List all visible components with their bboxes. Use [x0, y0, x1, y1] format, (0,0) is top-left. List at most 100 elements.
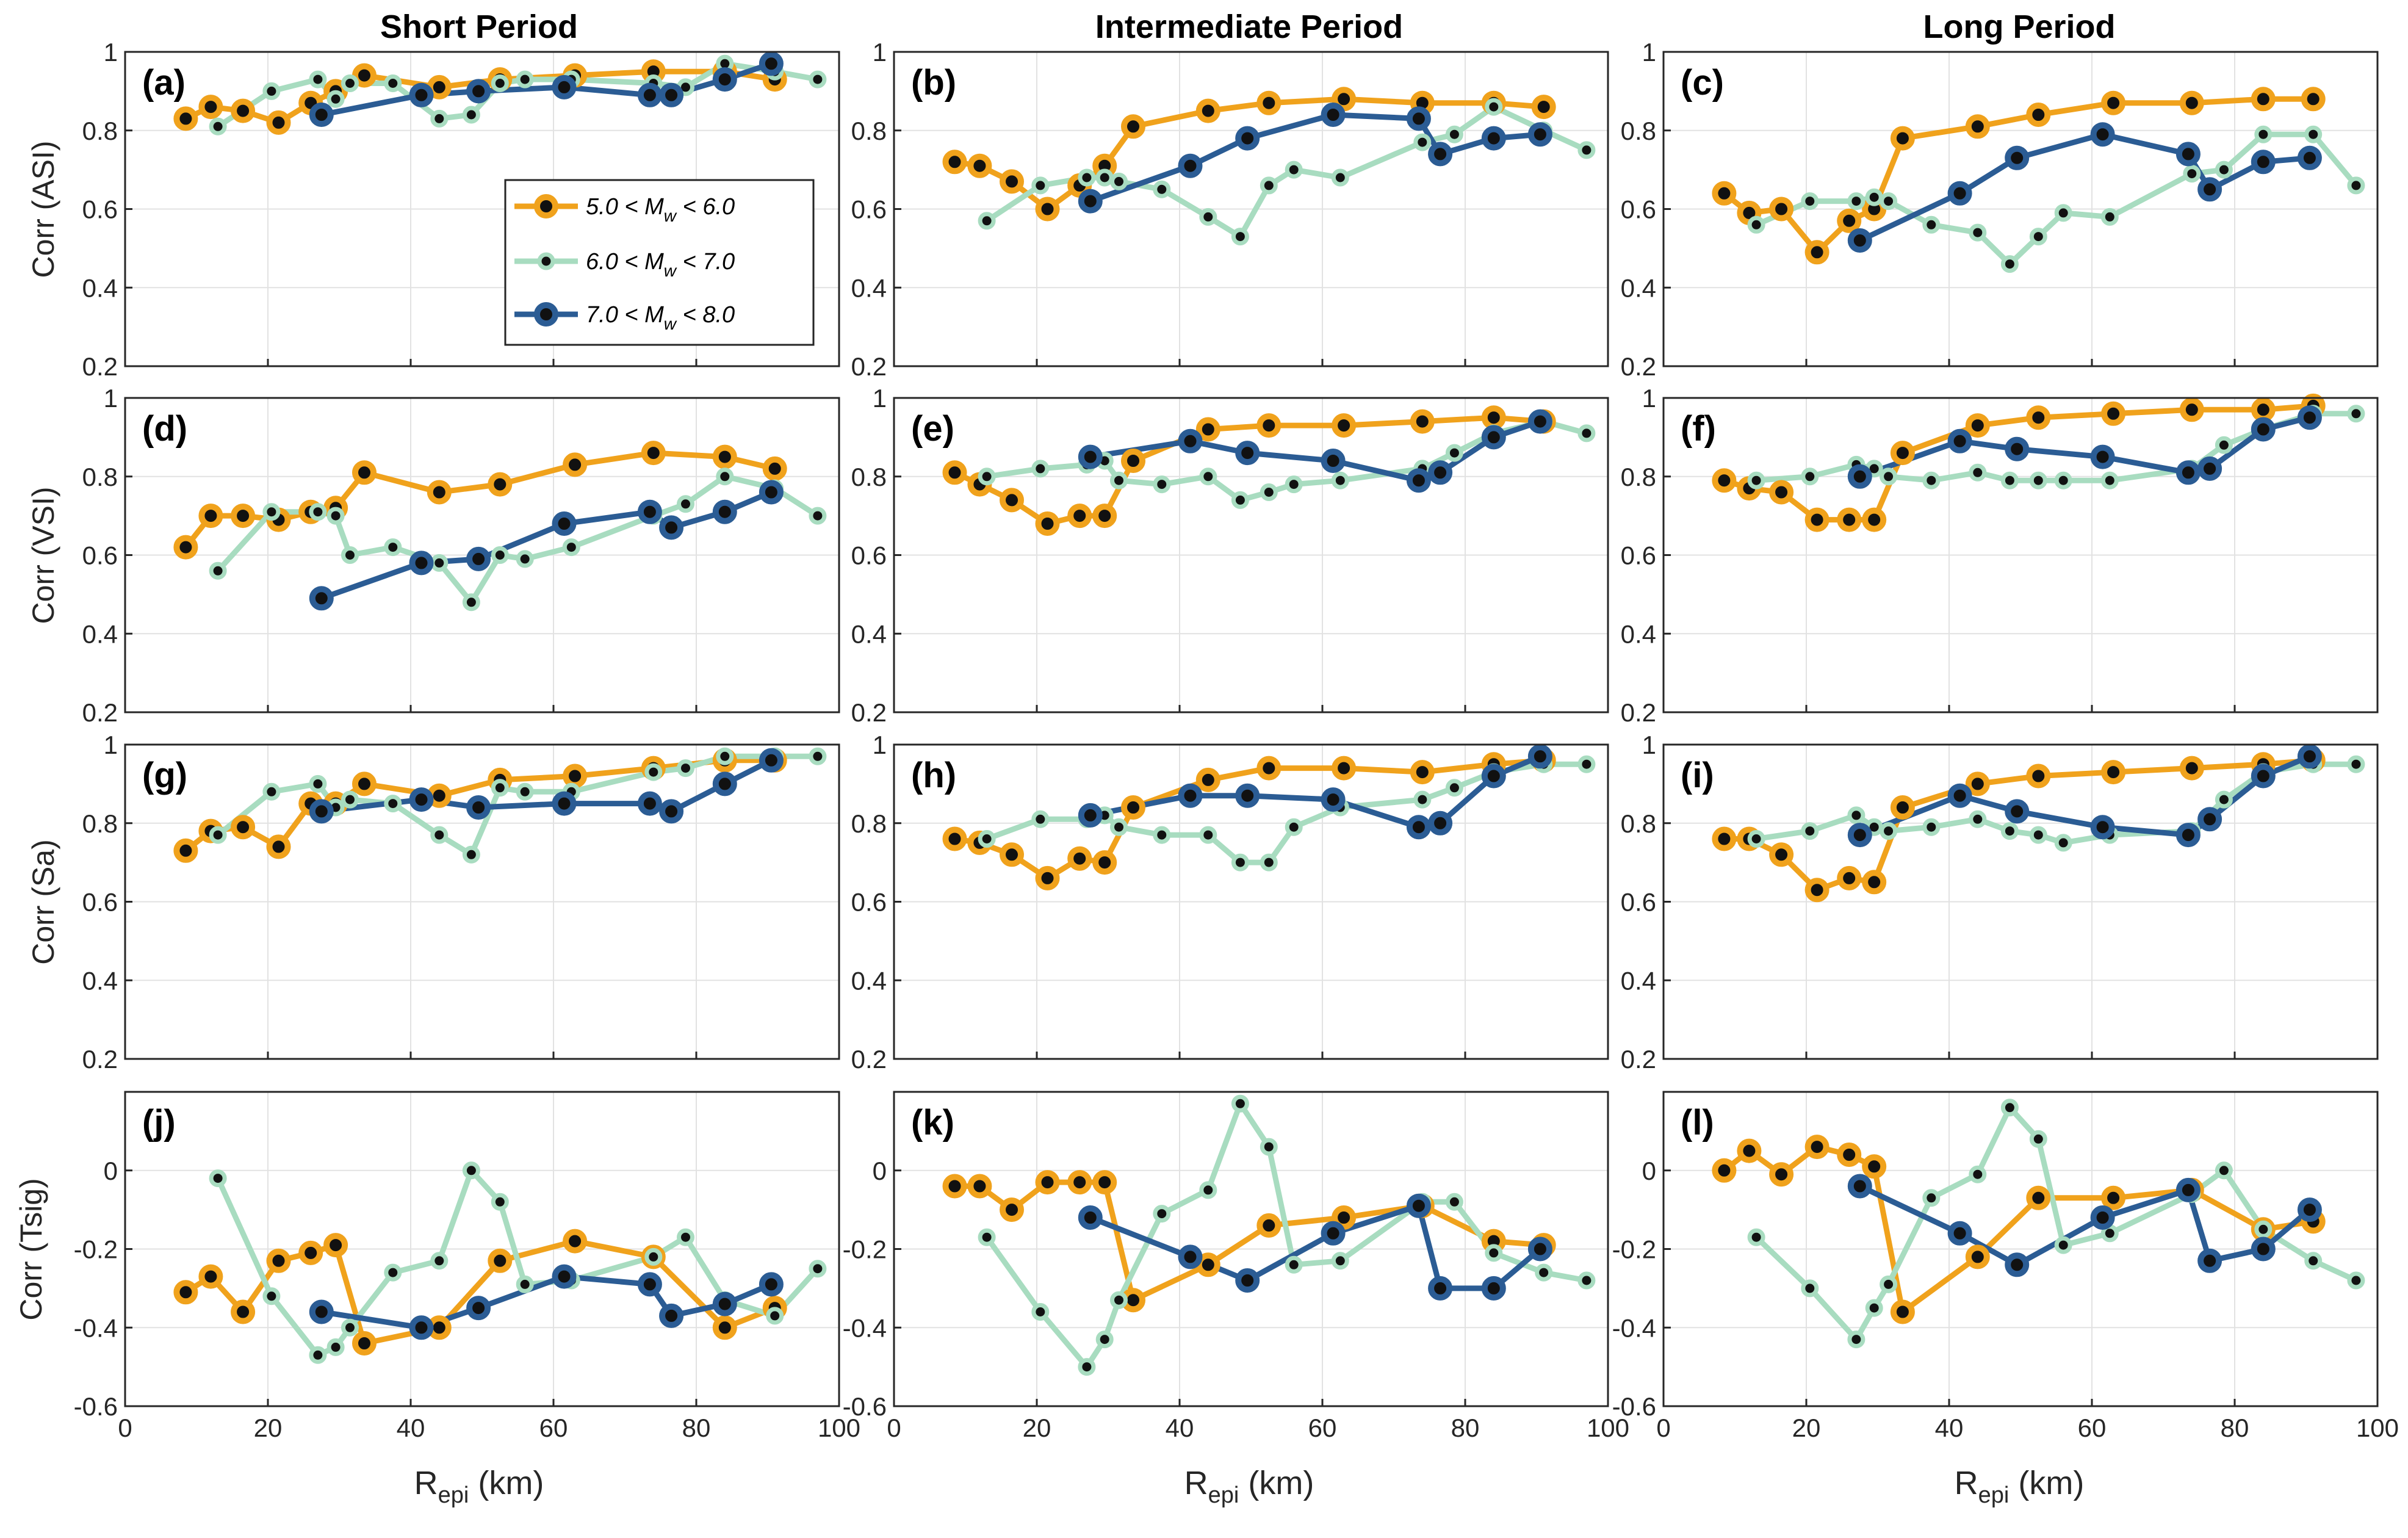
x-tick-label: 80	[682, 1413, 711, 1442]
data-point-mw6-7	[2215, 161, 2233, 179]
legend-label-mw6-7: 6.0 < Mw < 7.0	[586, 249, 735, 280]
data-point-mw5-6	[1862, 507, 1887, 532]
panel-label: (f)	[1681, 409, 1716, 449]
data-point-mw5-6	[198, 504, 223, 529]
y-tick-label: 0	[1642, 1157, 1656, 1185]
x-tick-label: 40	[1166, 1413, 1194, 1442]
data-point-mw5-6	[2179, 397, 2204, 422]
y-tick-label: 0.8	[851, 117, 887, 145]
data-point-mw7-8	[466, 546, 491, 571]
data-point-mw6-7	[716, 747, 734, 765]
data-point-mw7-8	[552, 791, 577, 816]
data-point-mw7-8	[2297, 405, 2322, 430]
data-point-mw6-7	[1880, 468, 1898, 486]
legend-hi: < 7.0	[676, 249, 735, 275]
data-point-mw7-8	[309, 586, 334, 611]
y-tick-label: 0.4	[1621, 273, 1656, 302]
data-point-mw7-8	[2251, 764, 2276, 789]
x-tick-label: 20	[254, 1413, 283, 1442]
data-point-mw5-6	[942, 826, 967, 851]
x-tick-label: 100	[1587, 1413, 1629, 1442]
data-point-mw6-7	[1847, 1330, 1865, 1349]
data-point-mw7-8	[552, 74, 577, 99]
data-point-mw6-7	[1880, 192, 1898, 211]
data-point-mw5-6	[1837, 208, 1862, 233]
data-point-mw5-6	[1067, 1170, 1092, 1195]
data-point-mw5-6	[1965, 771, 1990, 796]
y-tick-label: 0.6	[1621, 888, 1656, 917]
data-point-mw7-8	[1947, 181, 1972, 206]
data-point-mw5-6	[1862, 1154, 1887, 1179]
legend-hi: < 8.0	[676, 302, 735, 328]
panel-j: -0.6 -0.4 -0.2 0 0 20 40 60 80 100 (j)	[74, 1091, 860, 1442]
data-point-mw7-8	[712, 499, 737, 524]
data-point-mw6-7	[1153, 180, 1171, 198]
y-tick-label: 0.6	[82, 888, 118, 917]
x-tick-label: 40	[397, 1413, 425, 1442]
y-tick-label: 0.4	[851, 273, 887, 302]
data-point-mw6-7	[809, 1260, 827, 1278]
data-point-mw5-6	[1531, 95, 1556, 120]
data-point-mw7-8	[409, 1315, 434, 1340]
data-point-mw6-7	[430, 826, 449, 844]
y-tick-label: 0.8	[82, 117, 118, 145]
y-tick-label: 0.2	[1621, 352, 1656, 381]
data-point-mw7-8	[712, 67, 737, 92]
data-point-mw6-7	[2304, 125, 2323, 143]
data-point-mw6-7	[1031, 176, 1050, 195]
data-point-mw7-8	[1428, 811, 1453, 836]
data-point-mw6-7	[2304, 1252, 2323, 1270]
data-point-mw6-7	[1110, 818, 1128, 836]
data-point-mw6-7	[2347, 1271, 2365, 1290]
data-point-mw6-7	[384, 795, 402, 813]
series-line-mw6-7	[1755, 131, 2359, 267]
data-point-mw7-8	[2197, 1248, 2222, 1273]
data-point-mw5-6	[266, 834, 291, 859]
data-point-mw6-7	[1031, 460, 1050, 478]
data-point-mw6-7	[1922, 215, 1941, 234]
data-point-mw6-7	[644, 1247, 663, 1266]
data-point-mw6-7	[1485, 98, 1503, 116]
data-point-mw6-7	[1577, 141, 1596, 159]
data-point-mw5-6	[198, 95, 223, 120]
data-point-mw5-6	[2251, 87, 2276, 112]
data-point-mw5-6	[1890, 1299, 1915, 1324]
data-point-mw7-8	[466, 79, 491, 104]
panel-label: (h)	[911, 756, 956, 795]
data-point-mw7-8	[1847, 228, 1872, 253]
data-point-mw6-7	[309, 1346, 327, 1364]
y-tick-label: 0.8	[1621, 117, 1656, 145]
data-point-mw6-7	[1199, 468, 1217, 486]
y-tick-label: 0.8	[82, 809, 118, 838]
legend-marker-mw7-8	[534, 302, 558, 327]
series-line-mw6-7	[985, 104, 1588, 240]
data-point-mw6-7	[1110, 1291, 1128, 1309]
data-point-mw6-7	[1199, 208, 1217, 226]
y-tick-label: -0.4	[843, 1313, 887, 1342]
data-point-mw5-6	[1890, 441, 1915, 466]
data-point-mw5-6	[2101, 401, 2126, 426]
data-point-mw5-6	[2179, 90, 2204, 115]
data-point-mw5-6	[1195, 98, 1220, 123]
data-point-mw5-6	[2026, 103, 2051, 127]
data-point-mw5-6	[352, 1331, 377, 1356]
xlabel-unit: (km)	[469, 1465, 544, 1501]
y-tick-label: 0.8	[851, 809, 887, 838]
data-point-mw7-8	[1481, 1276, 1506, 1301]
data-point-mw6-7	[341, 546, 359, 564]
data-point-mw5-6	[352, 771, 377, 796]
panel-l: -0.6 -0.4 -0.2 0 0 20 40 60 80 100 (l)	[1612, 1091, 2399, 1442]
y-tick-label: 0.6	[82, 541, 118, 570]
y-tick-label: -0.2	[843, 1235, 887, 1264]
data-point-mw6-7	[209, 117, 227, 135]
data-point-mw7-8	[712, 771, 737, 796]
data-point-mw5-6	[1804, 1135, 1829, 1160]
x-tick-label: 20	[1792, 1413, 1821, 1442]
data-point-mw7-8	[1235, 783, 1260, 808]
y-tick-label: 1	[873, 731, 887, 759]
data-point-mw6-7	[1110, 172, 1128, 190]
data-point-mw7-8	[2175, 142, 2201, 167]
data-point-mw7-8	[2090, 815, 2115, 840]
x-tick-label: 0	[887, 1413, 901, 1442]
data-point-mw6-7	[1331, 471, 1349, 489]
